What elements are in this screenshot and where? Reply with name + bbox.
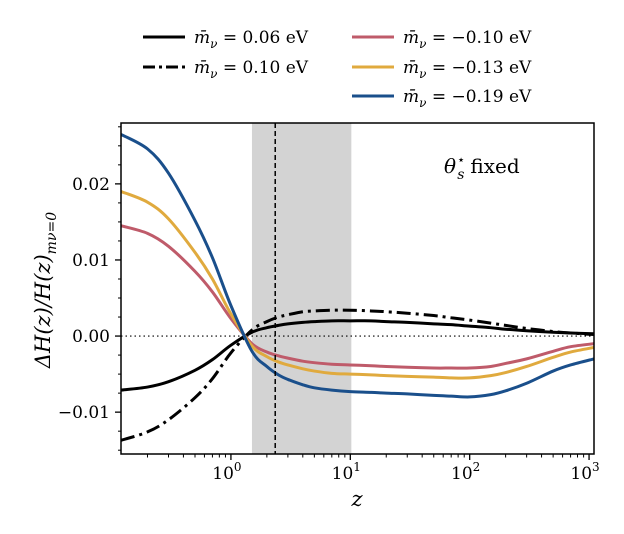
y-tick-label: 0.00 <box>72 327 110 347</box>
y-axis-label-main: ΔH(z)/H(z) <box>31 254 55 369</box>
y-axis-ticks: −0.01 0.00 0.01 0.02 <box>58 126 121 451</box>
plot-area <box>120 122 595 455</box>
y-tick-label: 0.01 <box>72 251 110 271</box>
annotation-theta: θ <box>444 154 456 178</box>
series-line-5 <box>121 133 594 399</box>
legend-label-sub: ν <box>210 67 217 81</box>
legend-label-sub: ν <box>210 37 217 51</box>
shaded-region <box>251 123 352 454</box>
legend-label-lhs: m̄ <box>194 58 210 78</box>
x-tick-label: 103 <box>570 460 599 484</box>
legend-label-lhs: m̄ <box>403 28 419 48</box>
legend-label-sub: ν <box>419 37 426 51</box>
x-tick-exp: 3 <box>592 460 600 474</box>
annotation-sub: s <box>457 167 464 183</box>
legend-label-lhs: m̄ <box>194 28 210 48</box>
y-tick-label: 0.02 <box>72 175 110 195</box>
legend-label-lhs: m̄ <box>403 87 419 107</box>
annotation-fixed: fixed <box>470 154 519 178</box>
series-line-1 <box>121 319 594 392</box>
legend-label-lhs: m̄ <box>403 58 419 78</box>
legend-label-2: m̄ν = 0.10 eV <box>194 58 309 81</box>
y-axis-label: ΔH(z)/H(z)mν=0 <box>31 212 60 369</box>
y-axis-label-sub: mν=0 <box>44 212 60 255</box>
series-layer <box>121 133 594 442</box>
x-tick-label: 100 <box>212 460 241 484</box>
legend-label-3: m̄ν = −0.10 eV <box>403 28 532 51</box>
legend-label-sub: ν <box>419 67 426 81</box>
legend-label-rhs: = −0.19 eV <box>426 87 532 107</box>
x-tick-base: 10 <box>332 464 354 484</box>
x-tick-base: 10 <box>212 464 234 484</box>
x-tick-base: 10 <box>451 464 473 484</box>
x-axis-ticks: 100 101 102 103 <box>146 454 600 484</box>
plot-frame <box>120 122 595 455</box>
x-axis-label: z <box>350 487 363 511</box>
legend-label-rhs: = 0.06 eV <box>217 28 308 48</box>
annotation-star: ⋆ <box>457 153 465 168</box>
legend-label-5: m̄ν = −0.19 eV <box>403 87 532 110</box>
x-tick-exp: 0 <box>234 460 242 474</box>
series-line-2 <box>121 308 594 442</box>
legend-label-rhs: = −0.13 eV <box>426 58 532 78</box>
y-tick-label: −0.01 <box>58 403 110 423</box>
series-line-4 <box>121 190 594 380</box>
x-tick-exp: 2 <box>473 460 481 474</box>
x-tick-base: 10 <box>570 464 592 484</box>
x-tick-label: 102 <box>451 460 480 484</box>
legend: m̄ν = 0.06 eVm̄ν = 0.10 eVm̄ν = −0.10 eV… <box>143 28 532 110</box>
legend-label-sub: ν <box>419 96 426 110</box>
legend-label-1: m̄ν = 0.06 eV <box>194 28 309 51</box>
legend-label-rhs: = −0.10 eV <box>426 28 532 48</box>
legend-label-rhs: = 0.10 eV <box>217 58 308 78</box>
x-tick-exp: 1 <box>353 460 361 474</box>
annotation-theta-fixed: θ⋆ s fixed <box>444 153 520 183</box>
x-tick-label: 101 <box>332 460 361 484</box>
legend-label-4: m̄ν = −0.13 eV <box>403 58 532 81</box>
series-line-3 <box>121 224 594 370</box>
